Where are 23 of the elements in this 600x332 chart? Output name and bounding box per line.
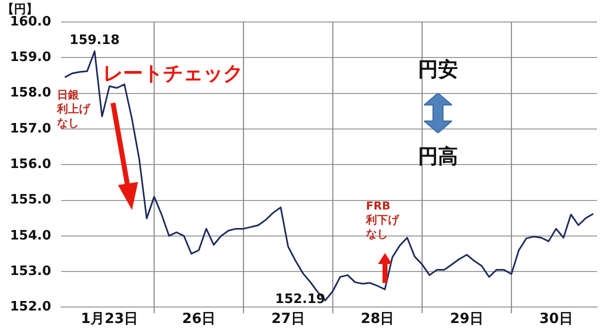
- x-tick-label: 29日: [450, 311, 484, 328]
- y-tick-label: 160.0: [10, 14, 52, 30]
- x-tick-label: 26日: [182, 311, 216, 328]
- annotation: レートチェック: [103, 61, 243, 86]
- y-tick-label: 155.0: [10, 192, 52, 208]
- annotation: 円高: [418, 143, 458, 170]
- x-tick-label: 1月23日: [80, 311, 138, 328]
- y-tick-label: 158.0: [10, 86, 52, 101]
- annotation: 円安: [418, 56, 458, 83]
- data-label: 152.19: [275, 292, 326, 307]
- x-tick-label: 28日: [360, 311, 394, 328]
- data-label: 159.18: [70, 33, 120, 48]
- annotation: 日銀利上げなし: [56, 88, 91, 130]
- y-tick-label: 152.0: [10, 300, 52, 315]
- y-tick-label: 154.0: [10, 228, 52, 244]
- y-tick-label: 157.0: [10, 121, 52, 136]
- y-tick-label: 156.0: [10, 156, 52, 172]
- x-tick-label: 30日: [539, 311, 573, 328]
- y-axis-title: 【円】: [2, 2, 38, 16]
- x-tick-label: 27日: [271, 311, 305, 328]
- y-tick-label: 153.0: [10, 264, 52, 279]
- annotation: FRB利下げなし: [365, 199, 400, 240]
- y-tick-label: 159.0: [10, 50, 52, 66]
